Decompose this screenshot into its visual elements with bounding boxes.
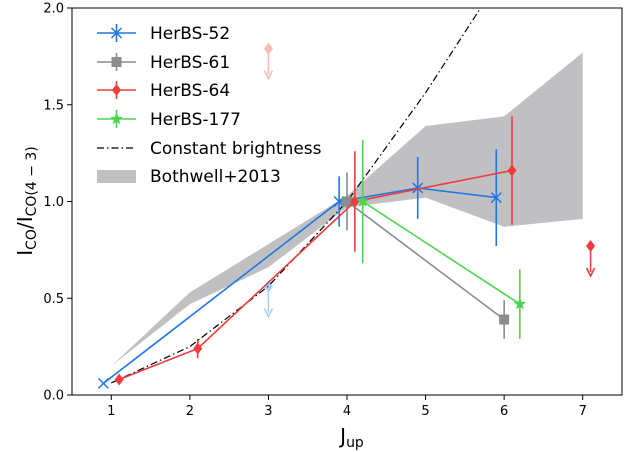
legend-symbol-herbs-64 — [97, 81, 136, 99]
series-layer — [97, 116, 527, 389]
series-herbs-64 — [114, 116, 517, 386]
y-axis-label-sub2: CO(4 − 3) — [24, 146, 40, 216]
x-tick-label-5: 5 — [421, 404, 429, 419]
upper-limit-arrow-1 — [263, 70, 274, 81]
y-tick-label-3: 1.5 — [43, 98, 64, 113]
legend-marker-0 — [110, 27, 123, 39]
y-tick-label-2: 1.0 — [43, 195, 64, 210]
upper-limit-2 — [263, 280, 274, 319]
point-herbs-52-2-shape — [412, 182, 424, 194]
y-tick-label-1: 0.5 — [43, 292, 64, 307]
legend-entry-herbs-52: HerBS-52 — [97, 24, 230, 44]
series-line-herbs-52 — [102, 187, 497, 385]
legend-symbol-herbs-61 — [97, 53, 136, 71]
point-herbs-64-0-shape — [114, 373, 124, 386]
y-axis-label-main: I — [13, 250, 37, 256]
upper-limit-arrow-0 — [585, 267, 596, 278]
upper-limit-0 — [585, 240, 596, 278]
bothwell-band-layer — [111, 52, 583, 366]
legend-marker-1-shape — [111, 57, 122, 67]
legend-symbol-herbs-52 — [97, 24, 136, 42]
y-tick-label-4: 2.0 — [43, 2, 64, 17]
legend-label-herbs-61: HerBS-61 — [150, 53, 230, 73]
x-tick-label-4: 4 — [343, 404, 351, 419]
point-herbs-52-0-shape — [97, 377, 109, 389]
x-tick-label-7: 7 — [579, 404, 587, 419]
y-tick-label-0: 0.0 — [43, 389, 64, 404]
legend-marker-1 — [111, 57, 122, 67]
point-herbs-61-1 — [499, 314, 510, 325]
y-axis-label: ICO/ICO(4 − 3) — [13, 146, 40, 256]
point-herbs-64-2-shape — [350, 195, 360, 208]
upper-limit-marker-2 — [263, 280, 273, 293]
legend-marker-3-shape — [110, 112, 123, 125]
legend-marker-3 — [110, 112, 123, 125]
series-line-herbs-177 — [362, 200, 521, 305]
series-line-herbs-61 — [346, 200, 505, 321]
point-herbs-61-1-shape — [499, 314, 510, 325]
x-tick-label-2: 2 — [186, 404, 194, 419]
point-herbs-177-0 — [356, 195, 369, 207]
legend-symbol-bothwell-2013 — [97, 170, 136, 183]
y-axis-label-sub1: CO — [24, 229, 40, 250]
x-tick-label-3: 3 — [264, 404, 272, 419]
x-tick-label-6: 6 — [500, 404, 508, 419]
legend-symbol-herbs-177 — [97, 110, 136, 128]
point-herbs-52-3-shape — [490, 192, 502, 204]
constant-brightness-line — [111, 7, 482, 384]
point-herbs-61-0 — [342, 196, 352, 207]
legend-label-herbs-177: HerBS-177 — [150, 110, 241, 130]
point-herbs-64-0 — [114, 373, 124, 386]
series-herbs-177 — [356, 139, 527, 339]
x-tick-label-1: 1 — [107, 404, 115, 419]
legend-marker-0-shape — [110, 27, 123, 39]
point-herbs-52-2 — [412, 182, 424, 194]
point-herbs-52-3 — [490, 192, 502, 204]
x-axis-label-main: J — [338, 424, 346, 448]
point-herbs-64-3-shape — [507, 164, 517, 177]
upper-limit-marker-0 — [586, 240, 596, 253]
point-herbs-64-2 — [350, 195, 360, 208]
legend: HerBS-52 HerBS-61 HerBS-64 HerBS-177 Con… — [97, 24, 322, 187]
axes-layer: 1 2 3 4 5 6 7 0.0 0.5 1.0 1.5 2.0 — [43, 2, 587, 420]
legend-label-herbs-64: HerBS-64 — [150, 81, 230, 101]
constant-brightness-layer — [111, 7, 482, 384]
legend-marker-2-shape — [112, 84, 121, 96]
point-herbs-61-0-shape — [342, 196, 352, 207]
legend-label-constant-brightness: Constant brightness — [150, 139, 322, 159]
y-axis-label-mid: /I — [13, 216, 37, 229]
legend-label-herbs-52: HerBS-52 — [150, 24, 230, 44]
upper-limit-arrow-2 — [263, 308, 274, 319]
point-herbs-177-1-shape — [513, 297, 527, 310]
point-herbs-64-3 — [507, 164, 517, 177]
point-herbs-52-0 — [97, 377, 109, 389]
legend-marker-2 — [112, 84, 121, 96]
legend-label-bothwell-2013: Bothwell+2013 — [150, 167, 281, 187]
point-herbs-64-1 — [193, 342, 203, 355]
legend-entry-herbs-64: HerBS-64 — [97, 81, 230, 101]
upper-limit-marker-1 — [263, 42, 273, 55]
point-herbs-177-0-shape — [356, 195, 369, 207]
point-herbs-177-1 — [513, 297, 527, 310]
series-herbs-52 — [97, 149, 502, 389]
legend-entry-bothwell-2013: Bothwell+2013 — [97, 167, 281, 187]
legend-entry-herbs-177: HerBS-177 — [97, 110, 241, 130]
upper-limits-layer — [263, 42, 596, 319]
bothwell-band — [111, 52, 583, 366]
x-axis-label-sub: up — [346, 435, 364, 451]
series-herbs-61 — [342, 172, 510, 339]
legend-entry-constant-brightness: Constant brightness — [97, 139, 322, 159]
upper-limit-1 — [263, 42, 274, 81]
x-axis-label: Jup — [338, 424, 364, 451]
legend-entry-herbs-61: HerBS-61 — [97, 53, 230, 73]
point-herbs-64-1-shape — [193, 342, 203, 355]
series-line-herbs-64 — [118, 169, 513, 381]
